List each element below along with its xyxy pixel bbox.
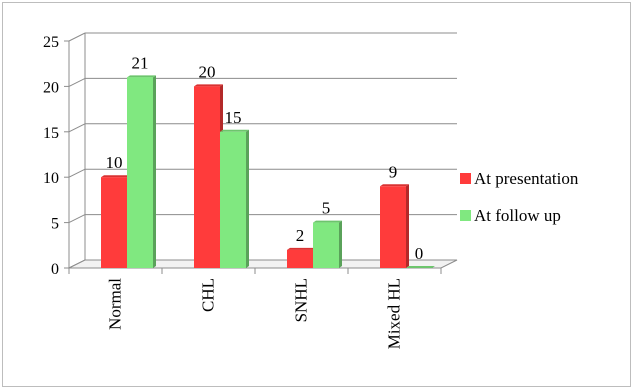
bar	[220, 131, 246, 268]
legend-label: At follow up	[474, 206, 561, 225]
bar-top	[287, 247, 316, 250]
gridline-depth	[68, 32, 86, 42]
gridline-depth	[68, 77, 86, 87]
bar	[380, 186, 406, 268]
bar-side	[406, 184, 409, 268]
data-label: 2	[296, 226, 305, 245]
bar-top	[127, 75, 156, 78]
data-label: 0	[415, 244, 424, 263]
legend-label: At presentation	[474, 169, 579, 188]
data-label: 20	[199, 62, 216, 81]
bar-chart: 05101520251021Normal2015CHL25SNHL90Mixed…	[43, 32, 579, 349]
bar-top	[220, 129, 249, 132]
gridline-depth	[68, 214, 86, 224]
y-tick-label: 20	[43, 79, 59, 96]
bar-top	[406, 266, 435, 268]
legend-swatch	[460, 210, 471, 221]
bar-top	[101, 175, 130, 178]
bar	[127, 77, 153, 268]
y-tick-label: 10	[43, 170, 59, 187]
bar	[194, 86, 220, 269]
x-tick-label: CHL	[199, 278, 218, 312]
bar-top	[313, 220, 342, 223]
x-tick-label: SNHL	[292, 278, 311, 322]
bar	[287, 249, 313, 268]
gridline-depth	[68, 168, 86, 178]
x-tick-label: Normal	[106, 278, 125, 330]
bar-top	[194, 84, 223, 87]
bar-side	[246, 129, 249, 268]
bar-top	[380, 184, 409, 187]
data-label: 21	[132, 53, 149, 72]
bar	[313, 222, 339, 268]
y-tick-label: 15	[43, 125, 59, 142]
gridline-depth	[68, 123, 86, 133]
y-tick-label: 0	[51, 261, 59, 278]
data-label: 15	[225, 108, 242, 127]
y-tick-label: 25	[43, 34, 59, 51]
data-label: 9	[389, 162, 398, 181]
data-label: 5	[322, 199, 331, 218]
x-tick-label: Mixed HL	[385, 278, 404, 349]
data-label: 10	[106, 153, 123, 172]
bar-side	[339, 220, 342, 268]
legend-swatch	[460, 173, 471, 184]
y-tick-label: 5	[51, 216, 59, 233]
bar	[101, 177, 127, 268]
bar-side	[153, 75, 156, 268]
